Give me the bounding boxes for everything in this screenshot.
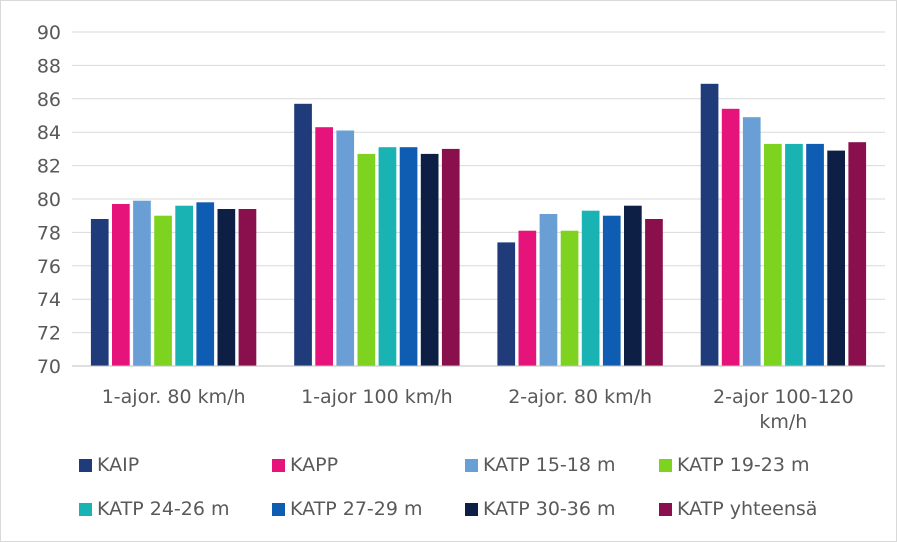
legend: KAIP KAPP KATP 15-18 m KATP 19-23 m KATP 24-…	[79, 454, 817, 520]
legend-swatch-6	[272, 503, 285, 516]
bars	[90, 83, 867, 367]
bar-3-cat-1	[133, 200, 151, 366]
y-tick-label-80: 80	[37, 189, 61, 211]
gridlines	[72, 31, 885, 334]
bar-2-cat-2	[315, 127, 333, 366]
bar-4-cat-2	[357, 153, 376, 366]
y-tick-label-72: 72	[37, 323, 61, 345]
x-category-label-2: 1-ajor 100 km/h	[301, 386, 453, 408]
y-tick-label-88: 88	[37, 55, 61, 77]
legend-label-6: KATP 27-29 m	[290, 498, 423, 520]
bar-7-cat-2	[420, 153, 439, 366]
y-tick-label-84: 84	[37, 122, 61, 144]
legend-label-3: KATP 15-18 m	[483, 454, 616, 476]
legend-swatch-4	[659, 459, 672, 472]
bar-4-cat-1	[154, 215, 172, 366]
legend-swatch-2	[272, 459, 285, 472]
legend-label-4: KATP 19-23 m	[677, 454, 810, 476]
bar-7-cat-4	[827, 150, 845, 366]
x-category-label-3: 2-ajor. 80 km/h	[508, 386, 652, 408]
y-tick-label-78: 78	[37, 222, 61, 244]
bar-8-cat-3	[645, 219, 663, 366]
legend-swatch-8	[659, 503, 672, 516]
bar-6-cat-4	[806, 143, 824, 366]
y-tick-label-74: 74	[37, 289, 61, 311]
y-tick-label-70: 70	[37, 356, 61, 378]
bar-7-cat-1	[217, 209, 236, 366]
bar-7-cat-3	[624, 205, 642, 366]
x-axis-category-labels: 1-ajor. 80 km/h 1-ajor 100 km/h 2-ajor. 80…	[102, 386, 854, 433]
y-tick-label-90: 90	[37, 22, 61, 44]
bar-2-cat-1	[112, 204, 130, 366]
bar-4-cat-3	[560, 230, 579, 366]
x-category-label-4-line-2: km/h	[759, 411, 807, 433]
bar-5-cat-4	[785, 143, 803, 366]
bar-3-cat-2	[336, 130, 355, 366]
legend-label-1: KAIP	[97, 454, 139, 476]
bar-1-cat-1	[90, 219, 109, 366]
legend-label-5: KATP 24-26 m	[97, 498, 230, 520]
legend-swatch-3	[465, 459, 478, 472]
bar-8-cat-4	[848, 142, 867, 366]
legend-label-2: KAPP	[290, 454, 338, 476]
bar-4-cat-4	[764, 143, 782, 366]
y-axis-tick-labels: 70 72 74 76 78 80 82 84 86 88 90	[37, 22, 61, 378]
bar-5-cat-3	[581, 210, 600, 366]
bar-8-cat-1	[238, 209, 257, 366]
y-tick-label-86: 86	[37, 89, 61, 111]
y-tick-label-76: 76	[37, 256, 61, 278]
legend-swatch-1	[79, 459, 92, 472]
bar-2-cat-4	[721, 108, 740, 367]
bar-5-cat-2	[378, 147, 397, 366]
y-tick-label-82: 82	[37, 156, 61, 178]
bar-6-cat-1	[196, 202, 215, 366]
bar-1-cat-3	[497, 242, 516, 366]
bar-2-cat-3	[518, 230, 537, 366]
bar-1-cat-4	[700, 83, 719, 367]
x-category-label-1: 1-ajor. 80 km/h	[102, 386, 246, 408]
bar-1-cat-2	[294, 103, 312, 367]
bar-6-cat-3	[602, 215, 621, 366]
legend-swatch-5	[79, 503, 92, 516]
bar-3-cat-4	[742, 117, 761, 366]
legend-label-8: KATP yhteensä	[677, 498, 817, 520]
bar-3-cat-3	[539, 214, 558, 366]
legend-swatch-7	[465, 503, 478, 516]
legend-label-7: KATP 30-36 m	[483, 498, 616, 520]
x-category-label-4-line-1: 2-ajor 100-120	[713, 386, 854, 408]
bar-6-cat-2	[399, 147, 418, 366]
bar-8-cat-2	[441, 148, 460, 366]
bar-5-cat-1	[175, 205, 193, 366]
